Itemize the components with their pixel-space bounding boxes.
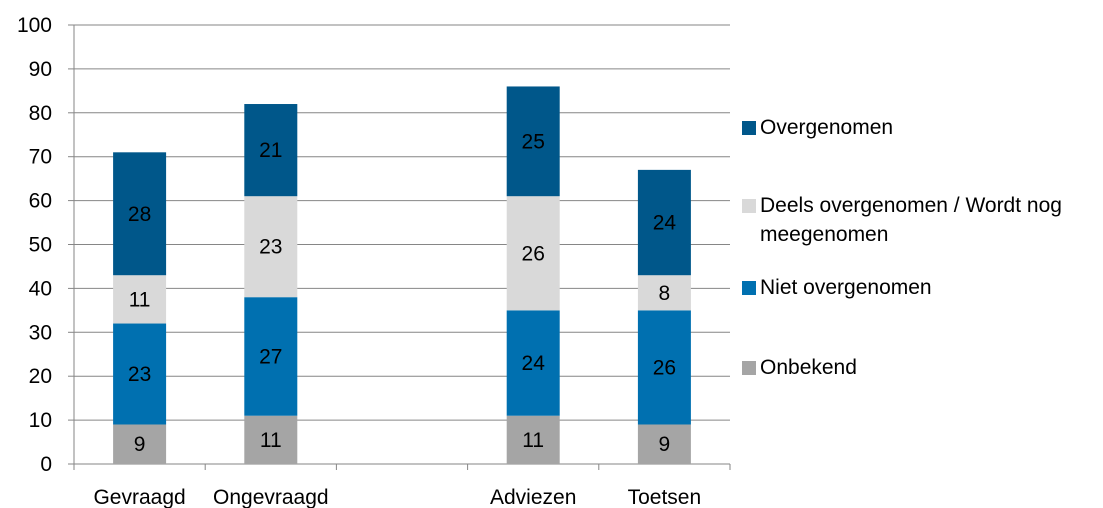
bar-adviezen-series-1 [506,310,560,416]
y-tick-label-20: 20 [29,365,52,388]
data-label-adviezen-series-0: 11 [522,429,544,452]
data-label-gevraagd-series-0: 9 [134,433,146,456]
legend-swatch-onbekend [742,361,756,375]
legend-label-deels-overgenomen: Deels overgenomen / Wordt nog meegenomen [760,194,1062,246]
data-label-ongevraagd-series-1: 27 [259,345,282,368]
bar-toetsen-series-1 [637,310,691,425]
legend-swatch-deels-overgenomen [742,199,756,213]
data-label-adviezen-series-2: 26 [522,242,545,265]
x-tick-label-gevraagd: Gevraagd [93,486,185,508]
x-tick-label-adviezen: Adviezen [490,486,576,508]
bar-toetsen-series-3 [637,169,691,276]
data-label-adviezen-series-1: 24 [522,352,546,375]
data-label-toetsen-series-3: 24 [653,212,677,235]
legend-item-deels-overgenomen: Deels overgenomen / Wordt nog meegenomen [742,191,1080,249]
data-label-toetsen-series-1: 26 [653,356,676,379]
legend-label-overgenomen: Overgenomen [760,116,894,139]
x-tick-label-ongevraagd: Ongevraagd [213,486,329,508]
y-tick-label-80: 80 [29,102,52,125]
data-label-gevraagd-series-2: 11 [129,288,151,311]
y-tick-label-100: 100 [17,14,52,37]
bar-ongevraagd-series-0 [244,415,298,464]
y-tick-label-50: 50 [29,234,52,257]
y-tick-label-30: 30 [29,321,52,344]
data-label-gevraagd-series-3: 28 [128,203,151,226]
y-tick-label-40: 40 [29,277,52,300]
chart-legend: Overgenomen Deels overgenomen / Wordt no… [742,0,1102,508]
legend-label-niet-overgenomen: Niet overgenomen [760,276,932,299]
y-tick-label-0: 0 [40,453,52,476]
bar-gevraagd-series-2 [113,275,167,324]
data-label-ongevraagd-series-0: 11 [260,429,282,452]
y-tick-label-70: 70 [29,146,52,169]
data-label-toetsen-series-2: 8 [659,282,671,305]
bar-gevraagd-series-0 [113,424,167,464]
data-label-adviezen-series-3: 25 [522,130,545,153]
bar-ongevraagd-series-2 [244,196,298,298]
x-tick-label-toetsen: Toetsen [628,486,702,508]
y-tick-label-90: 90 [29,58,52,81]
legend-item-overgenomen: Overgenomen [742,113,1080,142]
bar-toetsen-series-2 [637,275,691,311]
bar-gevraagd-series-1 [113,323,167,425]
data-label-ongevraagd-series-2: 23 [259,236,282,259]
legend-item-onbekend: Onbekend [742,353,1080,382]
legend-label-onbekend: Onbekend [760,356,857,379]
legend-swatch-niet-overgenomen [742,281,756,295]
y-tick-label-10: 10 [29,409,52,432]
bar-gevraagd-series-3 [113,152,167,276]
bar-ongevraagd-series-1 [244,297,298,416]
legend-swatch-overgenomen [742,121,756,135]
data-label-ongevraagd-series-3: 21 [259,139,282,162]
data-label-gevraagd-series-1: 23 [128,363,151,386]
bar-adviezen-series-2 [506,196,560,311]
data-label-toetsen-series-0: 9 [659,433,671,456]
bar-adviezen-series-0 [506,415,560,464]
bar-ongevraagd-series-3 [244,104,298,197]
y-tick-label-60: 60 [29,190,52,213]
legend-item-niet-overgenomen: Niet overgenomen [742,273,1080,302]
bar-adviezen-series-3 [506,86,560,197]
bar-toetsen-series-0 [637,424,691,464]
